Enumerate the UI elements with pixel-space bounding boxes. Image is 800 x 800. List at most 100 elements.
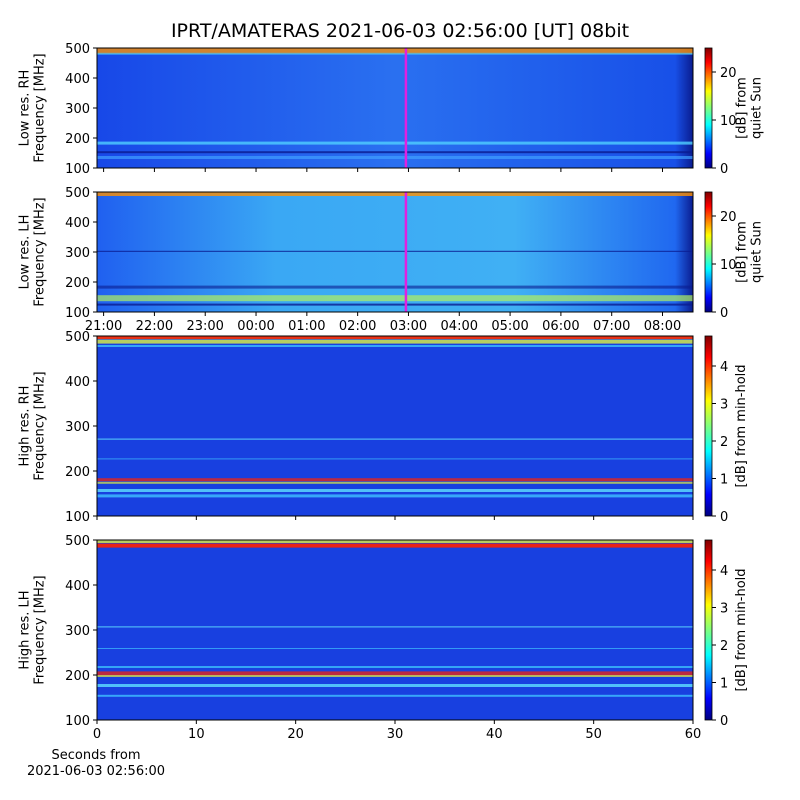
spectrogram-band	[97, 543, 693, 548]
colorbar-tick-label: 20	[720, 210, 737, 225]
colorbar-tick-label: 10	[720, 114, 737, 129]
spectrogram-band	[97, 250, 693, 252]
x-tick-label: 21:00	[85, 319, 122, 334]
y-tick-label: 200	[65, 132, 90, 147]
colorbar-tick-label: 2	[720, 435, 728, 450]
spectrogram-band	[97, 48, 693, 54]
spectrogram-band	[97, 192, 693, 196]
title: IPRT/AMATERAS 2021-06-03 02:56:00 [UT] 0…	[171, 20, 629, 42]
spectrogram-band	[97, 694, 693, 697]
y-tick-label: 500	[65, 186, 90, 201]
colorbar	[704, 47, 713, 169]
x-tick-label: 03:00	[390, 319, 427, 334]
y-axis-label: Frequency [MHz]	[33, 575, 48, 684]
y-axis-label: High res. RH	[18, 386, 33, 467]
y-tick-label: 200	[65, 276, 90, 291]
spectrogram-band	[97, 684, 693, 687]
x-tick-label: 22:00	[136, 319, 173, 334]
y-tick-label: 400	[65, 579, 90, 594]
colorbar-tick-label: 3	[720, 398, 728, 413]
y-tick-label: 500	[65, 330, 90, 345]
x-tick-label: 06:00	[542, 319, 579, 334]
spectrogram	[97, 540, 693, 720]
spectrogram-band	[97, 626, 693, 628]
colorbar-tick-label: 2	[720, 639, 728, 654]
colorbar-tick-label: 3	[720, 602, 728, 617]
y-tick-label: 300	[65, 420, 90, 435]
x-tick-label: 10	[188, 727, 205, 742]
spectrogram	[97, 336, 693, 516]
y-tick-label: 300	[65, 246, 90, 261]
y-axis-label: Low res. LH	[18, 215, 33, 290]
x-tick-label: 20	[287, 727, 304, 742]
colorbar	[704, 539, 713, 721]
colorbar-label: [dB] from	[735, 221, 750, 283]
colorbar-tick-label: 0	[720, 714, 728, 729]
x-tick-label: 00:00	[237, 319, 274, 334]
x-tick-label: 50	[585, 727, 602, 742]
x-tick-label: 01:00	[288, 319, 325, 334]
colorbar	[704, 335, 713, 517]
y-axis-label: High res. LH	[18, 590, 33, 669]
colorbar-tick-label: 10	[720, 258, 737, 273]
y-axis-label: Frequency [MHz]	[33, 371, 48, 480]
y-tick-label: 100	[65, 162, 90, 177]
spectrogram-band	[97, 303, 693, 306]
colorbar-label: [dB] from min-hold	[734, 364, 749, 487]
y-axis-label: Frequency [MHz]	[33, 53, 48, 162]
colorbar-tick-label: 0	[720, 510, 728, 525]
spectrogram-band	[97, 336, 693, 339]
x-tick-label: 30	[387, 727, 404, 742]
y-tick-label: 100	[65, 306, 90, 321]
colorbar-tick-label: 1	[720, 677, 728, 692]
y-tick-label: 300	[65, 624, 90, 639]
x-axis-label: 2021-06-03 02:56:00	[27, 764, 165, 779]
y-tick-label: 100	[65, 510, 90, 525]
spectrogram-band	[97, 671, 693, 676]
x-tick-label: 60	[685, 727, 702, 742]
spectrogram-band	[97, 458, 693, 460]
y-tick-label: 100	[65, 714, 90, 729]
y-axis-label: Frequency [MHz]	[33, 197, 48, 306]
spectrogram-band	[97, 141, 693, 145]
y-tick-label: 400	[65, 216, 90, 231]
spectrogram-band	[97, 489, 693, 492]
x-tick-label: 40	[486, 727, 503, 742]
spectrogram-band	[97, 52, 693, 55]
y-tick-label: 400	[65, 375, 90, 390]
colorbar-tick-label: 0	[720, 162, 728, 177]
spectrogram-band	[97, 438, 693, 440]
colorbar-tick-label: 0	[720, 306, 728, 321]
spectrogram-band	[97, 285, 693, 289]
colorbar-label: quiet Sun	[750, 77, 765, 139]
x-tick-label: 08:00	[644, 319, 681, 334]
x-tick-label: 05:00	[491, 319, 528, 334]
x-tick-label: 02:00	[339, 319, 376, 334]
spectrogram-band	[97, 494, 693, 498]
spectrogram	[97, 192, 693, 312]
x-tick-label: 07:00	[593, 319, 630, 334]
colorbar	[704, 191, 713, 313]
x-axis-label: Seconds from	[51, 748, 140, 763]
spectrogram-band	[97, 675, 693, 677]
x-tick-label: 0	[93, 727, 101, 742]
x-tick-label: 23:00	[186, 319, 223, 334]
colorbar-label: quiet Sun	[750, 221, 765, 283]
spectrogram-band	[97, 481, 693, 484]
colorbar-tick-label: 1	[720, 473, 728, 488]
spectrogram-band	[97, 540, 693, 543]
colorbar-label: [dB] from	[735, 77, 750, 139]
y-axis-label: Low res. RH	[18, 70, 33, 147]
colorbar-label: [dB] from min-hold	[734, 568, 749, 691]
y-tick-label: 400	[65, 72, 90, 87]
y-tick-label: 500	[65, 42, 90, 57]
spectrogram-band	[97, 295, 693, 302]
colorbar-tick-label: 4	[720, 564, 728, 579]
spectrogram-band	[97, 666, 693, 668]
spectrogram-band	[97, 151, 693, 154]
x-tick-label: 04:00	[441, 319, 478, 334]
y-tick-label: 200	[65, 669, 90, 684]
spectrogram-band	[97, 345, 693, 347]
spectrogram-band	[97, 339, 693, 344]
